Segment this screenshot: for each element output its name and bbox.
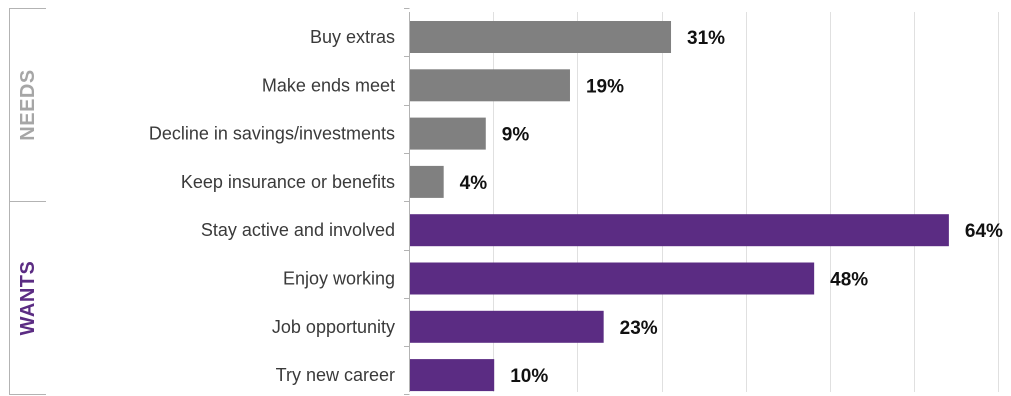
bar-keep-insurance-or-benefits [410,165,444,198]
bar-decline-in-savings-investments [410,117,486,150]
category-label: Make ends meet [262,75,395,95]
category-label: Stay active and involved [201,220,395,240]
group-brackets: NEEDS WANTS [9,8,46,395]
bar-buy-extras [410,21,672,53]
gridlines [493,12,999,392]
value-label: 10% [510,366,548,387]
category-label: Try new career [276,365,395,385]
bars [410,21,949,392]
value-label: 23% [620,318,658,339]
labels: Buy extras 31% Make ends meet 19% Decline in… [149,27,1003,387]
group-label-wants: WANTS [17,261,39,336]
group-label-needs: NEEDS [17,69,39,140]
value-label: 4% [460,173,488,194]
group-bracket-wants [9,201,46,395]
value-label: 19% [586,76,624,97]
category-label: Job opportunity [272,317,395,337]
value-label: 64% [965,221,1003,242]
bar-job-opportunity [410,310,604,343]
category-label: Decline in savings/investments [149,124,395,144]
category-label: Buy extras [310,27,395,47]
category-axis [404,8,410,395]
bar-stay-active-and-involved [410,214,949,247]
value-label: 48% [830,270,868,291]
category-label: Keep insurance or benefits [181,172,395,192]
bar-make-ends-meet [410,69,570,102]
bar-enjoy-working [410,262,815,295]
bar-try-new-career [410,359,495,392]
category-label: Enjoy working [283,269,395,289]
value-label: 9% [502,125,530,146]
value-label: 31% [687,28,725,49]
